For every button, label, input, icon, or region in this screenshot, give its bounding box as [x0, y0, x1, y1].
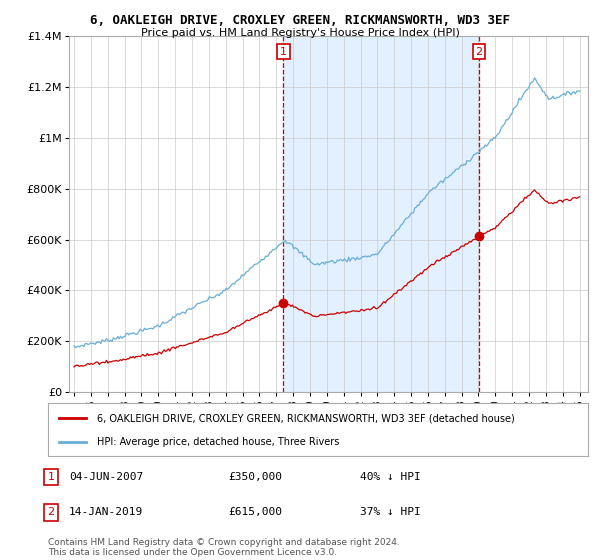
Text: 1: 1	[280, 46, 287, 57]
Text: 37% ↓ HPI: 37% ↓ HPI	[360, 507, 421, 517]
Text: Contains HM Land Registry data © Crown copyright and database right 2024.
This d: Contains HM Land Registry data © Crown c…	[48, 538, 400, 557]
Bar	[283, 36, 479, 392]
Text: Price paid vs. HM Land Registry's House Price Index (HPI): Price paid vs. HM Land Registry's House …	[140, 28, 460, 38]
Text: £350,000: £350,000	[228, 472, 282, 482]
Text: 04-JUN-2007: 04-JUN-2007	[69, 472, 143, 482]
Text: £615,000: £615,000	[228, 507, 282, 517]
Text: 2: 2	[47, 507, 55, 517]
Text: HPI: Average price, detached house, Three Rivers: HPI: Average price, detached house, Thre…	[97, 436, 339, 446]
Text: 6, OAKLEIGH DRIVE, CROXLEY GREEN, RICKMANSWORTH, WD3 3EF (detached house): 6, OAKLEIGH DRIVE, CROXLEY GREEN, RICKMA…	[97, 413, 514, 423]
Text: 6, OAKLEIGH DRIVE, CROXLEY GREEN, RICKMANSWORTH, WD3 3EF: 6, OAKLEIGH DRIVE, CROXLEY GREEN, RICKMA…	[90, 14, 510, 27]
Text: 14-JAN-2019: 14-JAN-2019	[69, 507, 143, 517]
Text: 2: 2	[476, 46, 483, 57]
Text: 1: 1	[47, 472, 55, 482]
Text: 40% ↓ HPI: 40% ↓ HPI	[360, 472, 421, 482]
